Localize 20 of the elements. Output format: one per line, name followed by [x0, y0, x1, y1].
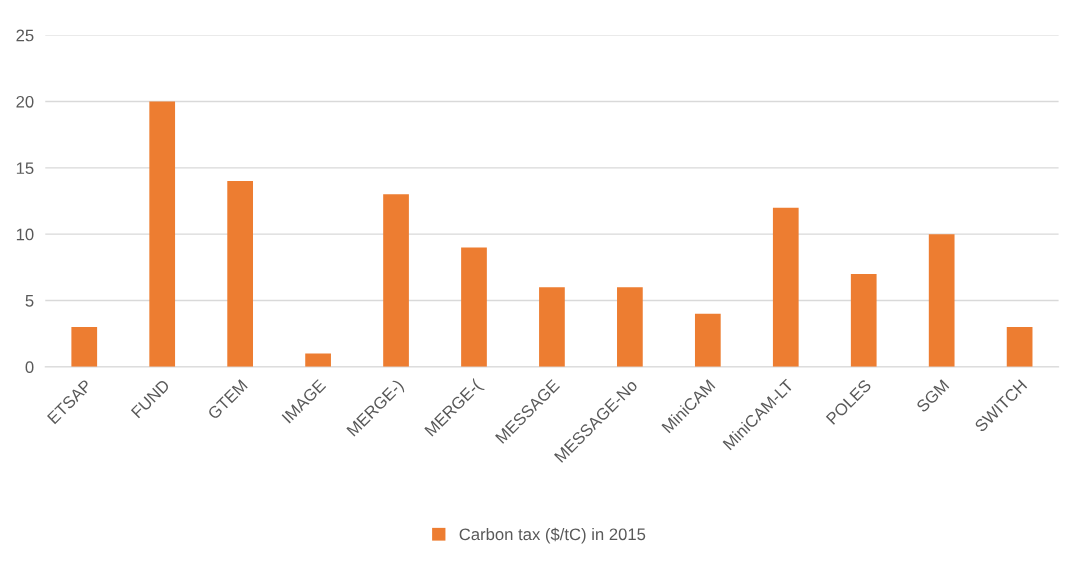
- bar: [617, 287, 643, 367]
- y-tick-label: 5: [25, 295, 34, 307]
- bar: [305, 353, 331, 367]
- bar: [383, 194, 409, 367]
- bar: [149, 101, 176, 367]
- y-tick-label: 0: [25, 361, 34, 374]
- y-tick-label: 10: [16, 228, 34, 241]
- bar: [694, 313, 721, 367]
- bar: [539, 287, 565, 367]
- legend-label: Carbon tax ($/tC) in 2015: [459, 527, 646, 544]
- y-tick-label: 20: [16, 95, 34, 108]
- bar: [850, 273, 877, 367]
- bar: [461, 247, 487, 367]
- y-tick-label: 25: [16, 29, 34, 42]
- bar: [772, 207, 799, 367]
- bar: [227, 181, 254, 367]
- bar: [928, 234, 955, 367]
- bar: [1006, 327, 1033, 367]
- y-tick-label: 15: [16, 162, 34, 175]
- bar: [71, 327, 98, 367]
